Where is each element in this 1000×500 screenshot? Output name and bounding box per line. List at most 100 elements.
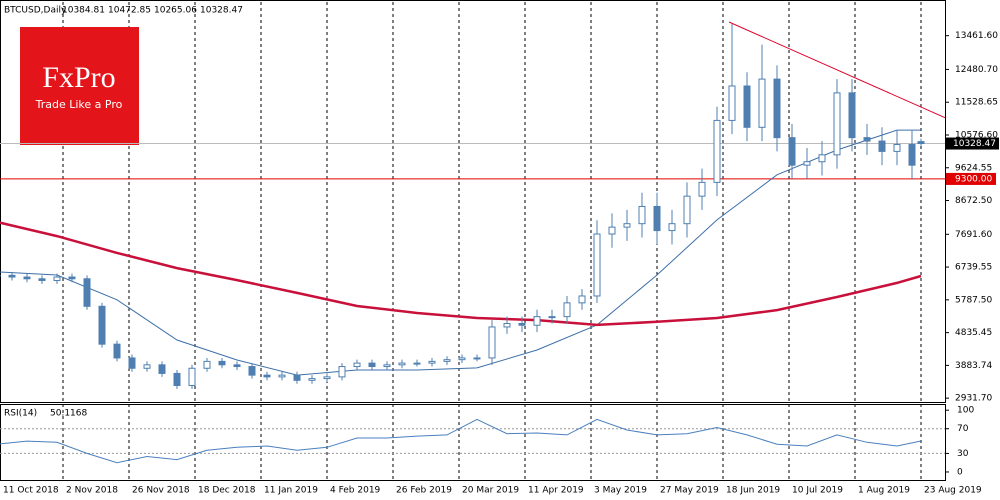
candle-body — [353, 362, 361, 368]
candle-body — [323, 376, 331, 380]
candle-body — [683, 195, 691, 225]
x-tick-label: 26 Nov 2018 — [132, 486, 190, 496]
rsi-tick-label: 30 — [957, 449, 969, 459]
candle-body — [218, 360, 226, 366]
logo-tagline: Trade Like a Pro — [35, 98, 123, 111]
candle-body — [848, 92, 856, 139]
candle-body — [53, 276, 61, 281]
rsi-tick-label: 70 — [957, 424, 969, 434]
x-tick-label: 11 Oct 2018 — [3, 486, 59, 496]
rsi-value: 50.1168 — [50, 409, 87, 419]
level-label-box — [946, 172, 996, 185]
candle-body — [308, 378, 316, 381]
rsi-tick-label: 0 — [957, 467, 963, 477]
candle-body — [578, 295, 586, 304]
candle-body — [338, 366, 346, 378]
x-tick-label: 26 Feb 2019 — [396, 486, 452, 496]
candle-body — [23, 276, 31, 280]
header-open: 10384.81 — [62, 6, 105, 16]
candle-body — [83, 278, 91, 307]
candle-body — [668, 223, 676, 232]
header-high: 10472.85 — [108, 6, 151, 16]
candle-body — [908, 144, 916, 166]
price-label-box — [946, 137, 999, 150]
header-low: 10265.06 — [154, 6, 197, 16]
candle-body — [803, 161, 811, 166]
candle-body — [113, 343, 121, 359]
candle-body — [623, 223, 631, 228]
candle-body — [293, 374, 301, 381]
x-tick-label: 27 May 2019 — [660, 486, 719, 496]
y-tick-label: 4835.45 — [955, 328, 992, 338]
candle-body — [608, 226, 616, 235]
y-tick-label: 6739.55 — [955, 263, 992, 273]
x-tick-label: 18 Dec 2018 — [198, 486, 256, 496]
y-tick-label: 7691.60 — [955, 230, 992, 240]
candle-body — [713, 119, 721, 183]
candle-body — [743, 85, 751, 128]
x-tick-label: 20 Mar 2019 — [462, 486, 519, 496]
moving-average — [0, 129, 921, 376]
level-label: 9300.00 — [955, 174, 992, 184]
candle-body — [248, 366, 256, 376]
candle-body — [368, 362, 376, 368]
candle-body — [428, 360, 436, 364]
candle-body — [518, 323, 526, 326]
logo-brand: FxPro — [42, 61, 115, 94]
x-tick-label: 11 Jan 2019 — [264, 486, 318, 496]
x-tick-label: 2 Nov 2018 — [66, 486, 118, 496]
candle-body — [443, 359, 451, 362]
y-tick-label: 12480.70 — [955, 65, 998, 75]
price-label: 10328.47 — [953, 139, 996, 149]
candle-body — [233, 364, 241, 368]
candle-body — [698, 181, 706, 197]
candle-body — [593, 233, 601, 297]
rsi-panel — [0, 404, 946, 481]
x-tick-label: 23 Aug 2019 — [924, 486, 982, 496]
y-tick-label: 11528.65 — [955, 98, 998, 108]
candle-body — [38, 278, 46, 281]
candle-body — [863, 137, 871, 142]
candle-body — [203, 360, 211, 369]
candle-body — [773, 78, 781, 139]
candle-body — [8, 274, 16, 278]
x-tick-label: 4 Feb 2019 — [330, 486, 381, 496]
candle-body — [503, 323, 511, 328]
candle-body — [413, 362, 421, 365]
y-tick-label: 13461.60 — [955, 31, 998, 41]
x-tick-label: 18 Jun 2019 — [726, 486, 780, 496]
y-tick-label: 2931.70 — [955, 394, 992, 404]
candle-body — [788, 137, 796, 166]
candle-body — [833, 92, 841, 156]
candle-body — [878, 140, 886, 152]
rsi-name: RSI(14) — [4, 409, 37, 419]
logo: FxPro Trade Like a Pro — [20, 27, 139, 145]
candle-body — [818, 154, 826, 163]
candle-body — [533, 316, 541, 326]
y-tick-label: 5787.50 — [955, 295, 992, 305]
price-panel — [0, 0, 946, 403]
candle-body — [263, 374, 271, 378]
candle-body — [488, 326, 496, 359]
candle-body — [893, 144, 901, 152]
y-tick-label: 8672.50 — [955, 196, 992, 206]
candle-body — [563, 302, 571, 318]
candle-body — [128, 357, 136, 369]
candle-body — [143, 364, 151, 369]
candle-body — [917, 141, 925, 145]
y-tick-label: 10576.60 — [955, 130, 998, 140]
x-tick-label: 11 Apr 2019 — [528, 486, 584, 496]
candle-body — [383, 364, 391, 368]
x-tick-label: 10 Jul 2019 — [792, 486, 843, 496]
y-tick-label: 9624.55 — [955, 163, 992, 173]
logo-box — [20, 27, 139, 145]
candle-body — [728, 85, 736, 121]
rsi-tick-label: 100 — [957, 406, 974, 416]
candle-body — [638, 205, 646, 225]
candle-body — [398, 362, 406, 366]
header-close: 10328.47 — [200, 6, 243, 16]
rsi-line — [0, 418, 922, 464]
candle-body — [173, 372, 181, 386]
candle-body — [278, 374, 286, 378]
